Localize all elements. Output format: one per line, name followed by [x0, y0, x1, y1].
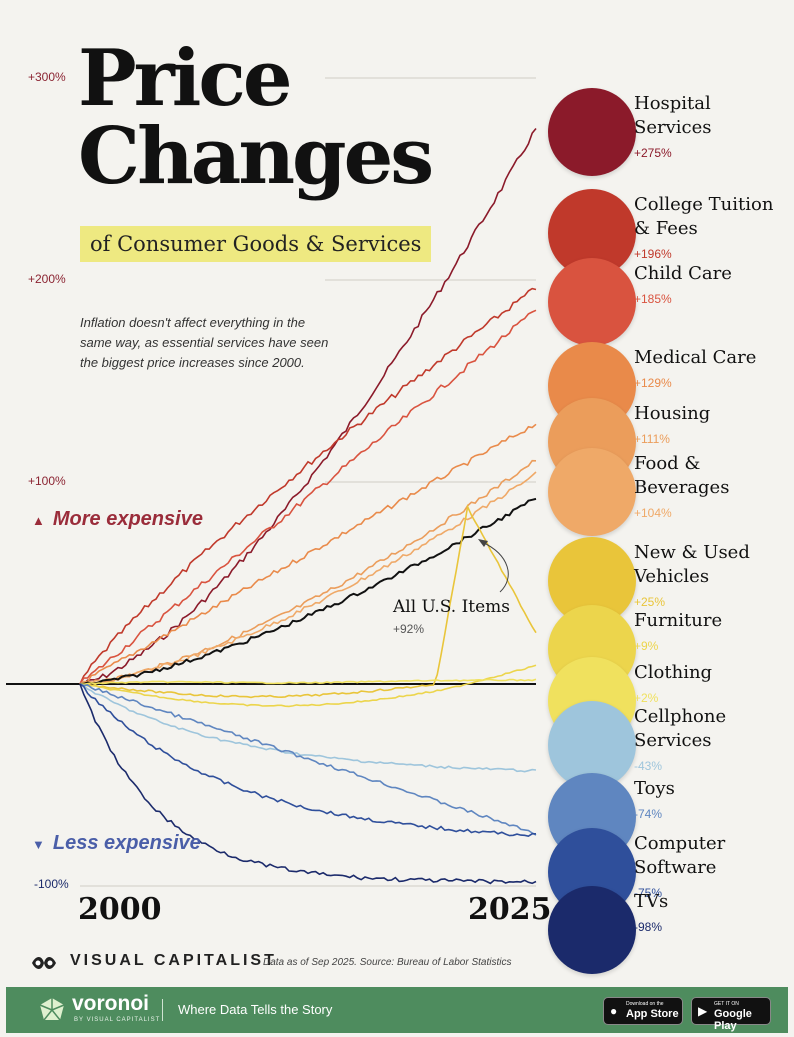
baby-bottle-icon	[548, 258, 636, 346]
category-pct: +275%	[634, 146, 672, 160]
y-tick-300: +300%	[28, 70, 66, 84]
series-line-housing	[79, 459, 537, 685]
series-line-furniture	[79, 664, 537, 708]
category-name: Furniture	[634, 610, 723, 631]
legend-less-expensive: ▼ Less expensive	[32, 832, 201, 855]
category-name: Child Care	[634, 263, 732, 284]
title-line-1: Price	[78, 33, 292, 124]
y-tick-neg100: -100%	[34, 877, 69, 891]
category-pct: +185%	[634, 292, 672, 306]
stethoscope-icon	[548, 88, 636, 176]
all-items-pct: +92%	[393, 622, 425, 636]
category-pct: +2%	[634, 691, 659, 705]
category-pct: +25%	[634, 595, 666, 609]
milk-bottle-icon	[548, 448, 636, 536]
series-line-toys	[79, 683, 537, 836]
category-name: Computer Software	[634, 833, 726, 878]
x-label-start: 2000	[78, 892, 162, 927]
category-name: Housing	[634, 403, 711, 424]
play-icon: ▶	[698, 1004, 708, 1018]
category-name: New & Used Vehicles	[634, 542, 750, 587]
category-name: Clothing	[634, 662, 713, 683]
legend-more-expensive: ▲ More expensive	[32, 508, 203, 531]
series-line-college-tuition-fees	[79, 287, 537, 685]
voronoi-name: voronoi	[72, 992, 149, 1015]
voronoi-logo-icon	[39, 998, 65, 1021]
series-line-computer-software	[79, 683, 536, 838]
google-play-button[interactable]: ▶ GET IT ON Google Play	[691, 997, 771, 1032]
category-pct: +129%	[634, 376, 672, 390]
voronoi-sub: BY VISUAL CAPITALIST	[74, 1017, 161, 1023]
google-play-label: Google Play	[714, 1008, 752, 1032]
footer-bar: voronoi BY VISUAL CAPITALIST Where Data …	[6, 987, 788, 1033]
category-pct: +104%	[634, 506, 672, 520]
brand-name: VISUAL CAPITALIST	[70, 952, 277, 969]
category-name: Medical Care	[634, 347, 757, 368]
triangle-up-icon: ▲	[32, 513, 45, 528]
all-items-label: All U.S. Items	[393, 597, 511, 617]
series-line-new-used-vehicles	[79, 503, 537, 699]
series-line-clothing	[79, 678, 537, 686]
series-line-food-beverages	[79, 471, 537, 686]
intro-text: Inflation doesn't affect everything in t…	[80, 315, 329, 370]
title-line-2: Changes	[78, 111, 434, 202]
category-pct: +196%	[634, 247, 672, 261]
category-pct: +9%	[634, 639, 659, 653]
triangle-down-icon: ▼	[32, 837, 45, 852]
category-name: TVs	[634, 891, 669, 912]
y-tick-200: +200%	[28, 272, 66, 286]
footer-tagline: Where Data Tells the Story	[178, 1002, 333, 1017]
legend-up-label: More expensive	[52, 508, 203, 530]
category-name: Toys	[634, 778, 675, 799]
category-pct: -74%	[634, 807, 663, 821]
subtitle: of Consumer Goods & Services	[80, 226, 432, 262]
series-lines	[79, 127, 537, 885]
all-items-pointer-arrow	[481, 541, 509, 593]
apple-icon: ●	[610, 1004, 618, 1018]
series-line-cellphone-services	[79, 683, 537, 773]
category-name: Cellphone Services	[634, 706, 727, 751]
app-store-label: App Store	[626, 1008, 679, 1020]
footer-divider	[162, 999, 163, 1021]
category-name: Hospital Services	[634, 93, 712, 138]
x-label-end: 2025	[468, 892, 552, 927]
legend-down-label: Less expensive	[52, 832, 201, 854]
series-line-child-care	[79, 309, 537, 685]
app-store-small: Download on the	[626, 1001, 664, 1007]
category-pct: -43%	[634, 759, 663, 773]
series-line-all-u-s-items	[79, 497, 537, 685]
google-play-small: GET IT ON	[714, 1001, 739, 1007]
category-name: Food & Beverages	[634, 453, 730, 498]
category-pct: +111%	[634, 432, 670, 446]
visual-capitalist-logo	[32, 957, 56, 969]
category-pct: -98%	[634, 920, 663, 934]
tv-icon	[548, 886, 636, 974]
y-tick-100: +100%	[28, 474, 66, 488]
category-name: College Tuition & Fees	[634, 194, 774, 239]
source-note: Data as of Sep 2025. Source: Bureau of L…	[263, 957, 512, 968]
series-line-tvs	[79, 683, 537, 885]
category-pct: -75%	[634, 886, 663, 900]
app-store-button[interactable]: ● Download on the App Store	[603, 997, 683, 1025]
series-line-medical-care	[79, 423, 537, 685]
all-items-arrowhead	[478, 539, 488, 547]
